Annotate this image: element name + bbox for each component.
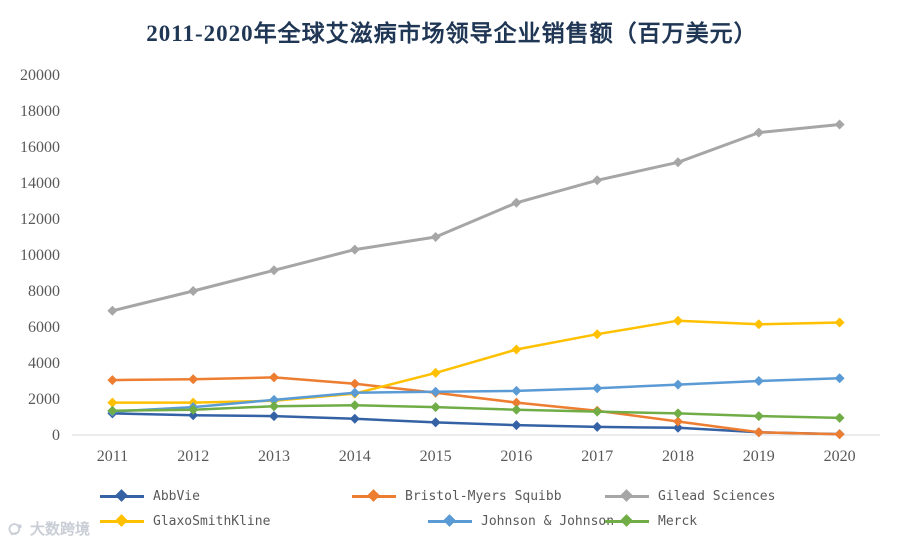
x-axis-tick-label: 2012 — [177, 448, 209, 465]
data-point-marker — [834, 412, 845, 423]
data-point-marker — [107, 305, 118, 316]
y-axis-tick-label: 10000 — [20, 247, 60, 264]
y-axis-tick-label: 16000 — [20, 139, 60, 156]
series-line — [112, 123, 840, 313]
data-point-marker — [430, 386, 441, 397]
data-point-marker — [188, 404, 199, 415]
data-point-marker — [834, 373, 845, 384]
data-point-marker — [511, 397, 522, 408]
series-line — [112, 412, 840, 436]
data-point-marker — [349, 378, 360, 389]
x-axis-tick-label: 2019 — [743, 448, 775, 465]
series-gilead-sciences — [107, 119, 845, 316]
watermark: 大数跨境 — [8, 518, 90, 539]
data-point-marker — [349, 400, 360, 411]
series-glaxosmithkline — [107, 315, 845, 408]
data-point-marker — [592, 421, 603, 432]
y-axis-tick-label: 20000 — [20, 67, 60, 84]
y-axis-tick-label: 2000 — [28, 391, 60, 408]
data-point-marker — [834, 119, 845, 130]
y-axis-tick-label: 18000 — [20, 103, 60, 120]
data-point-marker — [673, 422, 683, 433]
data-point-marker — [673, 157, 683, 168]
x-axis-tick-label: 2011 — [97, 448, 128, 465]
data-point-marker — [592, 175, 603, 186]
data-point-marker — [269, 372, 279, 383]
series-line — [112, 404, 840, 420]
x-axis-tick-label: 2020 — [824, 448, 856, 465]
data-point-marker — [753, 411, 764, 422]
data-point-marker — [349, 413, 360, 424]
x-axis-tick-label: 2014 — [339, 448, 371, 465]
data-point-marker — [430, 417, 441, 428]
data-point-marker — [511, 404, 522, 415]
data-point-marker — [673, 315, 683, 326]
data-point-marker — [188, 286, 199, 296]
data-point-marker — [430, 232, 441, 242]
data-point-marker — [511, 420, 522, 431]
data-point-marker — [107, 375, 118, 386]
data-point-marker — [592, 406, 603, 417]
data-point-marker — [188, 410, 199, 421]
data-point-marker — [511, 197, 522, 208]
data-point-marker — [834, 429, 845, 440]
chart-title: 2011-2020年全球艾滋病市场领导企业销售额（百万美元） — [146, 21, 758, 46]
y-axis-tick-label: 12000 — [20, 211, 60, 228]
x-axis-tick-label: 2017 — [581, 448, 613, 465]
series-line — [112, 376, 840, 436]
data-point-marker — [673, 416, 683, 427]
data-point-marker — [834, 317, 845, 328]
data-point-marker — [269, 265, 279, 276]
y-axis-tick-label: 6000 — [28, 319, 60, 336]
data-point-marker — [673, 379, 683, 390]
data-point-marker — [188, 374, 199, 385]
y-axis-tick-label: 14000 — [20, 175, 60, 192]
data-point-marker — [753, 376, 764, 386]
series-merck — [107, 400, 845, 423]
x-axis-tick-label: 2016 — [500, 448, 532, 465]
data-point-marker — [753, 319, 764, 330]
data-point-marker — [430, 402, 441, 413]
data-point-marker — [349, 244, 360, 255]
watermark-text: 大数跨境 — [30, 521, 91, 538]
data-point-marker — [753, 127, 764, 138]
series-line — [112, 377, 840, 413]
x-axis-tick-label: 2015 — [420, 448, 452, 465]
data-point-marker — [511, 385, 522, 396]
data-point-marker — [592, 329, 603, 340]
watermark-logo-icon — [8, 522, 22, 535]
y-axis-tick-label: 0 — [52, 427, 60, 444]
data-point-marker — [269, 411, 279, 422]
x-axis-tick-label: 2018 — [662, 448, 694, 465]
data-point-marker — [269, 401, 279, 412]
data-point-marker — [753, 427, 764, 438]
data-point-marker — [511, 344, 522, 355]
data-point-marker — [673, 408, 683, 419]
series-abbvie — [107, 408, 845, 440]
y-axis-tick-label: 4000 — [28, 355, 60, 372]
data-point-marker — [592, 383, 603, 394]
series-line — [112, 319, 840, 404]
data-point-marker — [269, 394, 279, 405]
x-axis-tick-label: 2013 — [258, 448, 290, 465]
data-point-marker — [107, 397, 118, 408]
data-point-marker — [107, 405, 118, 416]
data-point-marker — [349, 387, 360, 398]
data-point-marker — [430, 367, 441, 378]
y-axis-tick-label: 8000 — [28, 283, 60, 300]
